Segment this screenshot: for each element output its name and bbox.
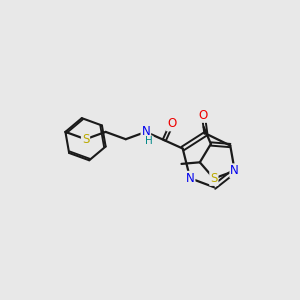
Text: N: N: [142, 125, 150, 138]
Text: O: O: [167, 117, 176, 130]
Text: S: S: [210, 172, 218, 185]
Text: N: N: [186, 172, 194, 185]
Text: H: H: [145, 136, 153, 146]
Text: N: N: [230, 164, 239, 177]
Text: O: O: [199, 109, 208, 122]
Text: S: S: [82, 133, 89, 146]
